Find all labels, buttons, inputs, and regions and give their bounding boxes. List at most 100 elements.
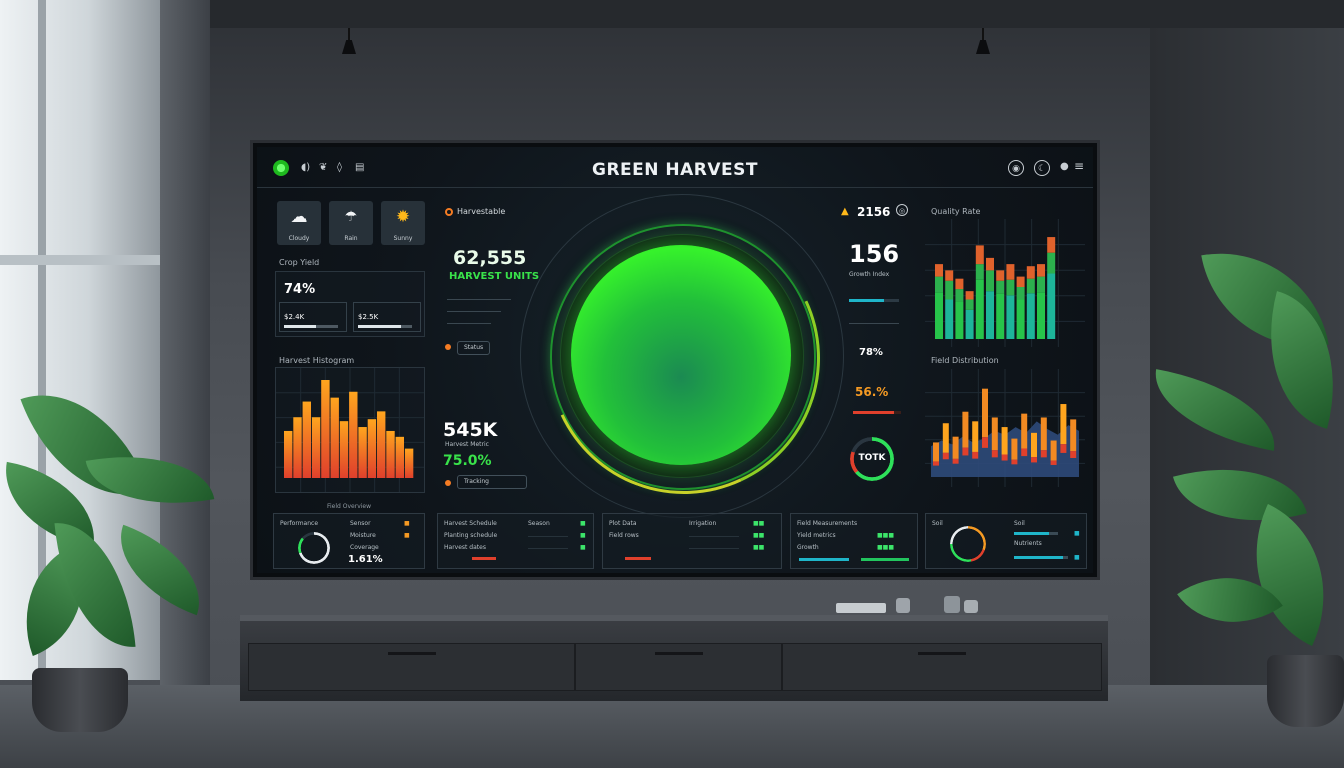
field-bar: [1011, 438, 1018, 460]
weather-tile[interactable]: ☁ Cloudy: [277, 201, 321, 245]
small-stat-value: 78%: [859, 347, 883, 358]
moon-icon[interactable]: ☾: [1034, 160, 1050, 176]
weather-tile[interactable]: ✹ Sunny: [381, 201, 425, 245]
field-bar: [962, 411, 969, 448]
harvest-orb[interactable]: [571, 245, 791, 465]
quality-bar-mid: [945, 280, 954, 300]
list-line: [447, 299, 511, 300]
yield-stat-box: $2.4K: [279, 302, 347, 332]
quality-bar-base: [1047, 273, 1056, 339]
card-row-tag: ■: [580, 520, 586, 527]
leaf-icon[interactable]: ❦: [319, 162, 328, 173]
drop-icon[interactable]: ◊: [337, 162, 342, 173]
bottom-card-soil[interactable]: Soil Soil Nutrients ■ ■: [925, 513, 1087, 569]
field-bar-band: [1011, 459, 1018, 465]
decor-cup: [944, 596, 960, 613]
cabinet-drawer: [575, 643, 782, 691]
soil-bar: [1014, 532, 1058, 535]
window-frame: [38, 0, 46, 680]
app-logo-icon[interactable]: [273, 160, 289, 176]
card-row-line: [528, 536, 568, 537]
bottom-card-field-measurements[interactable]: Field Measurements Yield metrics Growth …: [790, 513, 918, 569]
drop-icon: ▲: [841, 206, 849, 217]
list-line: [447, 323, 491, 324]
quality-bar-mid: [1026, 278, 1035, 294]
quality-bar-base: [945, 299, 954, 339]
quality-bar-mid: [935, 276, 943, 293]
field-bar-band: [1031, 457, 1037, 463]
quality-title: Quality Rate: [931, 207, 981, 216]
bottom-card-performance[interactable]: Performance Sensor Moisture Coverage ■ ■…: [273, 513, 425, 569]
quality-bar-mid: [996, 280, 1005, 294]
bottom-card-harvest-schedule[interactable]: Harvest Schedule Planting schedule Harve…: [437, 513, 594, 569]
decor-bowl: [836, 603, 886, 613]
card-row: Sensor: [350, 520, 371, 527]
quality-bar-mid: [965, 299, 974, 310]
tracking-chip[interactable]: Tracking: [457, 475, 527, 489]
quality-bar-top: [975, 245, 984, 265]
weather-label: Sunny: [393, 235, 413, 242]
harvest-units-value: 62,555: [453, 247, 527, 269]
card-row: Harvest dates: [444, 544, 486, 551]
bottom-title: Field Overview: [327, 503, 372, 510]
field-bar-band: [1060, 444, 1067, 453]
cabinet-drawer: [248, 643, 575, 691]
weather-tile[interactable]: ☂ Rain: [329, 201, 373, 245]
field-bar: [1050, 440, 1057, 461]
header-value: 2156: [857, 205, 891, 219]
quality-bar-base: [1026, 293, 1035, 339]
menu-icon[interactable]: ≡: [1074, 159, 1085, 173]
histogram-bar: [302, 401, 311, 478]
decor-cup: [896, 598, 910, 613]
growth-index-label: Growth Index: [849, 271, 890, 278]
growth-bar: [849, 299, 899, 302]
card-row: Soil: [1014, 520, 1025, 527]
user-icon[interactable]: ●: [1060, 161, 1069, 172]
card-row: Moisture: [350, 532, 376, 539]
app-title: GREEN HARVEST: [592, 160, 758, 180]
weather-label: Rain: [344, 235, 358, 242]
quality-bar-top: [1006, 264, 1015, 280]
calendar-icon[interactable]: ▤: [355, 162, 365, 173]
header-settings-icon[interactable]: ◎: [896, 204, 908, 216]
quality-bar-top: [1026, 266, 1035, 279]
field-panel: [925, 369, 1085, 487]
orange-stat-suffix: %: [876, 385, 889, 399]
card-title: Field Measurements: [797, 520, 858, 527]
quality-bar-top: [935, 264, 943, 277]
card-row-line: [689, 536, 739, 537]
field-bar-band: [972, 451, 979, 459]
histogram-bar: [358, 427, 367, 478]
card-row-tag: ■: [1074, 554, 1080, 561]
histogram-bar: [404, 448, 414, 478]
field-bar: [972, 421, 979, 452]
status-dot: [445, 344, 451, 350]
card-row-tag: ■■■: [877, 532, 895, 539]
card-row-tag: ■: [580, 544, 586, 551]
card-row: Planting schedule: [444, 532, 498, 539]
card-row: Field rows: [609, 532, 639, 539]
list-line: [849, 323, 899, 324]
bottom-card-plot-data[interactable]: Plot Data Field rows Irrigation ■■ ■■ ■■: [602, 513, 782, 569]
card-row-bar: [625, 557, 651, 560]
card-row-line: [528, 548, 568, 549]
quality-bar-base: [986, 291, 994, 339]
performance-percent: 1.61%: [348, 554, 383, 565]
field-bar-band: [1040, 450, 1047, 458]
quality-bar-top: [955, 278, 964, 290]
histogram-panel: [275, 367, 425, 493]
card-row: Irrigation: [689, 520, 717, 527]
ring-value: TOTK: [858, 453, 886, 463]
histogram-bar: [330, 397, 339, 478]
status-chip[interactable]: Status: [457, 341, 491, 355]
soil-donut: [950, 526, 986, 562]
quality-bar-mid: [1016, 287, 1025, 300]
soil-bar: [1014, 556, 1068, 559]
harvestable-dot: [445, 208, 453, 216]
sound-icon[interactable]: ◖): [301, 162, 311, 173]
ceiling-lamp: [974, 28, 992, 54]
quality-bar-base: [996, 293, 1005, 339]
settings-icon[interactable]: ◉: [1008, 160, 1024, 176]
dashboard-screen: ◖) ❦ ◊ ▤ GREEN HARVEST ◉ ☾ ● ≡ ☁ Cloudy …: [257, 147, 1093, 573]
field-bar: [1040, 417, 1047, 451]
